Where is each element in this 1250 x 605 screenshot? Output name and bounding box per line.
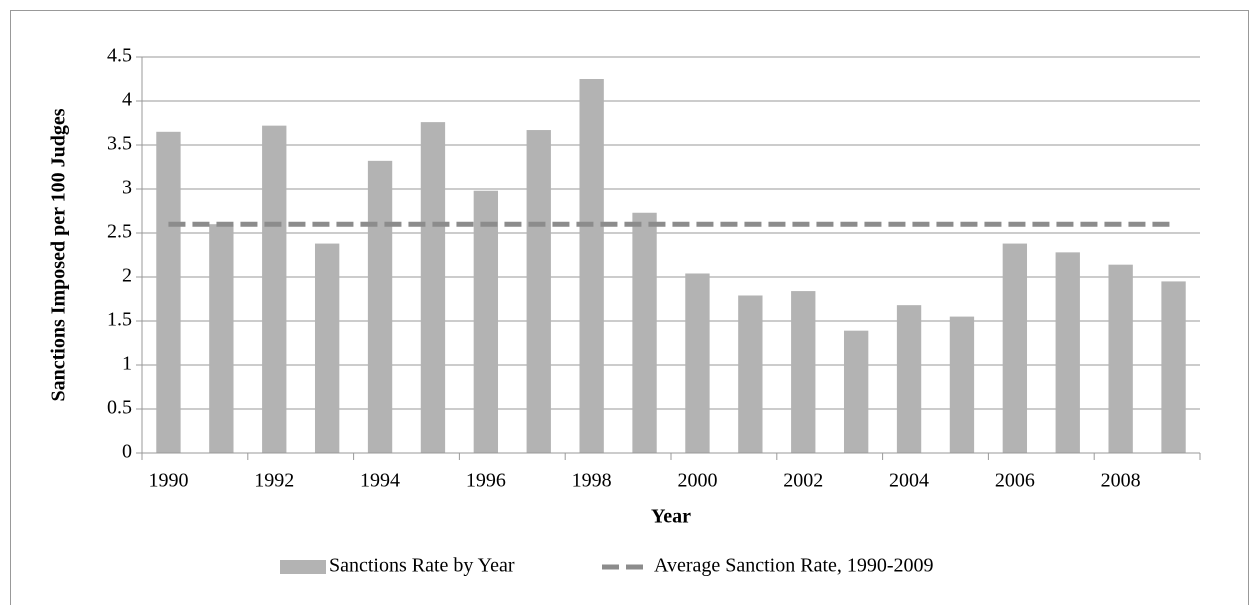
x-tick-label: 1998 — [572, 470, 612, 492]
bar — [420, 122, 446, 454]
y-tick-label: 0 — [122, 441, 132, 463]
bar — [156, 131, 181, 454]
x-tick-label: 2002 — [783, 470, 823, 492]
bar — [1108, 264, 1133, 453]
bar — [1161, 281, 1186, 453]
x-tick-label: 2004 — [889, 470, 929, 492]
x-tick-label: 1992 — [254, 470, 294, 492]
bar — [367, 160, 393, 453]
y-tick-label: 3.5 — [107, 133, 132, 155]
bar — [896, 305, 922, 453]
chart-frame — [10, 10, 1249, 605]
x-tick-label: 2006 — [995, 470, 1035, 492]
x-tick-label: 1996 — [466, 470, 506, 492]
bar — [791, 291, 816, 453]
bar — [314, 243, 340, 453]
bar — [632, 212, 657, 453]
x-tick-label: 2008 — [1101, 470, 1141, 492]
legend-label: Sanctions Rate by Year — [329, 555, 515, 577]
legend-label: Average Sanction Rate, 1990-2009 — [654, 555, 934, 577]
y-tick-label: 0.5 — [107, 397, 132, 419]
y-tick-label: 2.5 — [107, 221, 132, 243]
y-tick-label: 2 — [122, 265, 132, 287]
y-tick-label: 4.5 — [107, 45, 132, 67]
bar — [1002, 243, 1028, 453]
bar — [949, 316, 975, 453]
bar — [843, 330, 869, 453]
x-tick-label: 1990 — [148, 470, 188, 492]
x-tick-label: 1994 — [360, 470, 400, 492]
y-tick-label: 3 — [122, 177, 132, 199]
y-tick-label: 1.5 — [107, 309, 132, 331]
bar — [579, 79, 604, 453]
bar — [1055, 252, 1080, 453]
y-tick-label: 4 — [122, 89, 132, 111]
bar — [526, 130, 551, 454]
bar — [473, 190, 499, 453]
y-tick-label: 1 — [122, 353, 132, 375]
bar — [738, 295, 763, 453]
bar — [685, 273, 710, 453]
y-axis-title: Sanctions Imposed per 100 Judges — [48, 108, 70, 401]
bar — [209, 224, 234, 453]
x-axis-title: Year — [651, 506, 691, 528]
x-tick-label: 2000 — [677, 470, 717, 492]
legend-swatch — [280, 560, 326, 574]
bar — [262, 125, 287, 453]
